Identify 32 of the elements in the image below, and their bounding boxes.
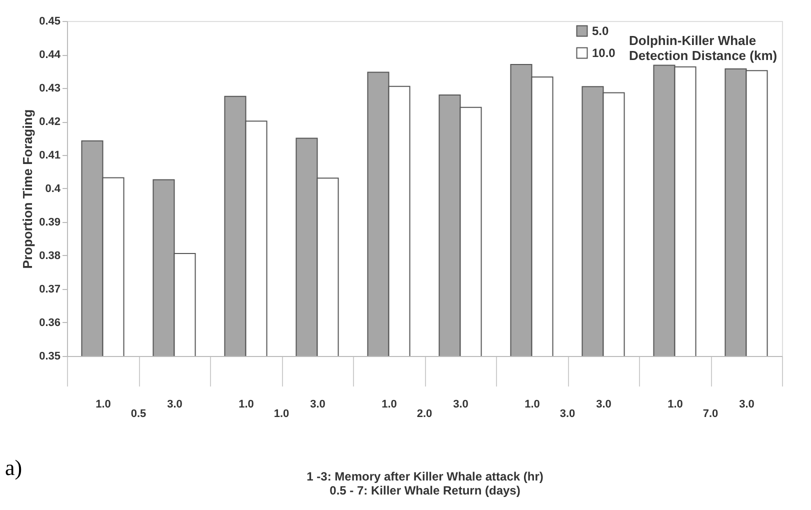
y-tick-label: 0.37 [39,284,60,296]
x-tick-label: 1.0 [382,398,397,410]
x-tick-label: 1.0 [96,398,111,410]
y-tick-label: 0.4 [45,183,62,195]
text: 1.0 [274,408,290,420]
x-tick-label: 1.0 [668,398,683,410]
text: 2.0 [416,408,432,420]
y-tick-label: 0.35 [39,350,60,362]
y-tick-label: 0.39 [39,216,60,228]
y-tick-label: 0.42 [39,116,60,128]
text: a) [5,455,22,480]
legend-title: Dolphin-Killer Whale Detection Distance (km) [629,33,778,63]
x-tick-label: 1.0 [524,398,540,410]
x-tick-label: 3.0 [739,398,754,410]
x-tick-label: 3.0 [167,398,182,410]
x-tick-label: 3.0 [453,398,468,410]
x-tick-label: 3.0 [310,398,326,410]
text: 7.0 [702,408,718,420]
y-tick-label: 0.36 [39,317,60,329]
legend-label: 10.0 [592,46,616,60]
y-tick-label: 0.44 [39,49,62,61]
text: 3.0 [560,408,576,420]
y-tick-label: 0.45 [39,16,60,28]
y-tick-label: 0.41 [39,150,60,162]
legend-label: 5.0 [592,24,610,38]
y-tick-label: 0.43 [39,82,60,94]
y-axis-title: Proportion Time Foraging [20,109,36,269]
x-tick-label: 3.0 [596,398,612,410]
y-tick-label: 0.38 [39,250,60,262]
text: 0.5 [130,408,146,420]
x-axis-title: 1 -3: Memory after Killer Whale attack (hr) 0.5 - 7: Killer Whale Return (days) [306,470,544,498]
x-tick-label: 1.0 [238,398,254,410]
